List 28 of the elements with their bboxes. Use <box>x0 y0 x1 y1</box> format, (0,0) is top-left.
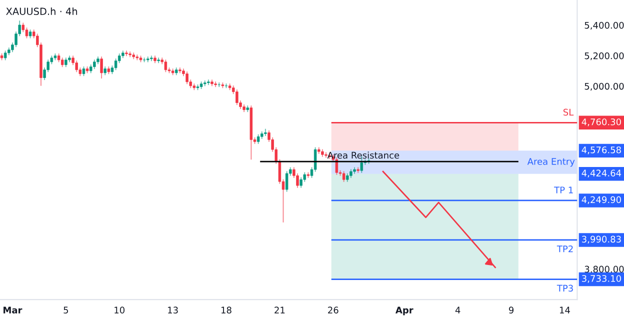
x-tick-label: 14 <box>560 306 570 314</box>
x-tick-label: 10 <box>114 306 125 314</box>
ref-line-label: SL <box>563 108 574 116</box>
ref-line-label: TP2 <box>556 245 573 252</box>
x-tick-label: 26 <box>328 306 338 314</box>
text: 3,733.10 <box>582 275 621 283</box>
text: 4,424.64 <box>582 170 622 178</box>
y-tick-label: 5,400.00 <box>584 22 624 30</box>
x-tick-label: 13 <box>168 306 178 314</box>
x-tick-label: 18 <box>221 306 232 314</box>
ref-line-label: Area Resistance <box>327 152 400 159</box>
band-label: Area Entry <box>527 158 575 167</box>
x-tick-label: 5 <box>64 306 68 314</box>
y-tick-label: 3,800.00 <box>584 266 624 274</box>
ref-line-label: TP 1 <box>554 186 573 194</box>
x-tick-label: 21 <box>274 306 285 314</box>
x-tick-label: 4 <box>455 306 460 314</box>
text: 4,760.30 <box>582 118 621 126</box>
text: 3,990.83 <box>582 236 621 244</box>
y-tick-label: 5,000.00 <box>584 82 624 91</box>
x-tick-label: Mar <box>4 306 22 314</box>
text: 4,576.58 <box>582 146 621 154</box>
text: XAUUSD.h · 4h <box>6 7 78 16</box>
ref-line-label: TP3 <box>556 284 573 292</box>
x-tick-label: 9 <box>508 306 514 314</box>
x-tick-label: Apr <box>395 306 414 316</box>
y-tick-label: 5,200.00 <box>584 52 624 60</box>
text: 4,249.90 <box>582 196 621 204</box>
